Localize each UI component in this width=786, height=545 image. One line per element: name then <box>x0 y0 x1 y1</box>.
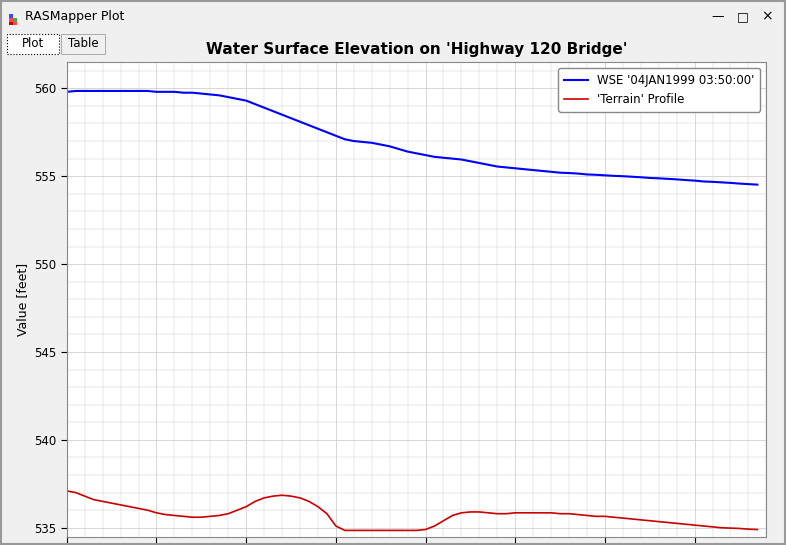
Bar <box>13 17 17 21</box>
Y-axis label: Value [feet]: Value [feet] <box>16 263 28 336</box>
FancyBboxPatch shape <box>7 33 59 53</box>
Text: Plot: Plot <box>22 37 44 50</box>
Line: 'Terrain' Profile: 'Terrain' Profile <box>67 491 758 530</box>
'Terrain' Profile <box>753 526 762 533</box>
'Terrain' Profile <box>178 513 188 519</box>
'Terrain' Profile <box>62 488 72 494</box>
Text: ×: × <box>762 9 773 23</box>
FancyBboxPatch shape <box>61 33 105 53</box>
WSE '04JAN1999 03:50:00' <box>421 152 430 159</box>
Text: —: — <box>711 10 724 23</box>
'Terrain' Profile <box>564 511 574 517</box>
WSE '04JAN1999 03:50:00' <box>71 88 80 94</box>
Text: Table: Table <box>68 37 98 50</box>
Title: Water Surface Elevation on 'Highway 120 Bridge': Water Surface Elevation on 'Highway 120 … <box>206 41 627 57</box>
WSE '04JAN1999 03:50:00' <box>564 170 574 177</box>
WSE '04JAN1999 03:50:00' <box>62 88 72 95</box>
Bar <box>9 17 17 25</box>
WSE '04JAN1999 03:50:00' <box>188 89 197 96</box>
'Terrain' Profile <box>367 527 376 534</box>
Line: WSE '04JAN1999 03:50:00': WSE '04JAN1999 03:50:00' <box>67 91 758 185</box>
Bar <box>9 21 13 25</box>
WSE '04JAN1999 03:50:00' <box>367 140 376 146</box>
WSE '04JAN1999 03:50:00' <box>116 88 125 94</box>
Legend: WSE '04JAN1999 03:50:00', 'Terrain' Profile: WSE '04JAN1999 03:50:00', 'Terrain' Prof… <box>558 68 760 112</box>
WSE '04JAN1999 03:50:00' <box>753 181 762 188</box>
Text: □: □ <box>736 10 748 23</box>
'Terrain' Profile <box>421 526 430 533</box>
'Terrain' Profile <box>340 527 350 534</box>
Bar <box>9 14 13 17</box>
'Terrain' Profile <box>286 493 296 499</box>
WSE '04JAN1999 03:50:00' <box>296 118 305 125</box>
'Terrain' Profile <box>107 500 116 506</box>
Text: RASMapper Plot: RASMapper Plot <box>25 10 124 23</box>
